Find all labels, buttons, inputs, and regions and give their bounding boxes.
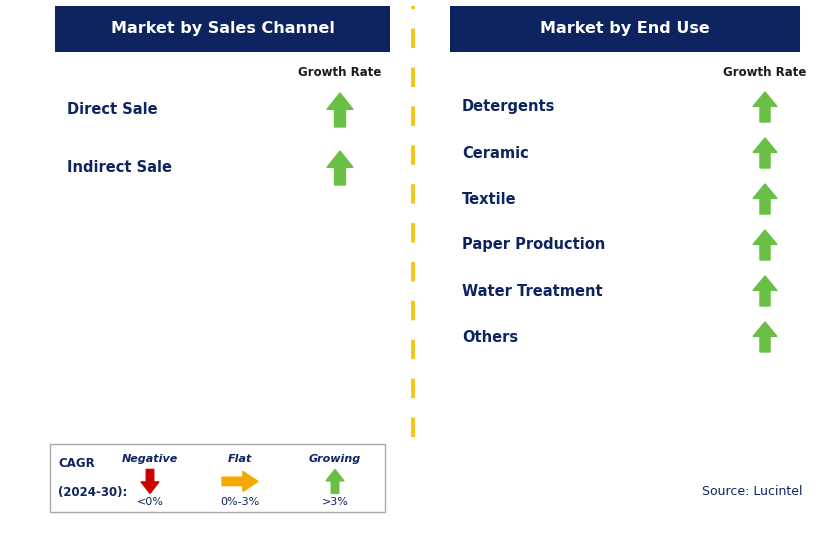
Text: Water Treatment: Water Treatment [461, 283, 602, 299]
Text: Source: Lucintel: Source: Lucintel [701, 485, 802, 498]
Text: Flat: Flat [228, 454, 252, 464]
Text: Ceramic: Ceramic [461, 145, 528, 160]
Polygon shape [326, 93, 353, 127]
Text: Detergents: Detergents [461, 100, 555, 114]
Polygon shape [325, 469, 344, 493]
Text: Negative: Negative [122, 454, 178, 464]
Text: Textile: Textile [461, 191, 516, 207]
Polygon shape [326, 151, 353, 185]
Polygon shape [752, 230, 776, 260]
Text: (2024-30):: (2024-30): [58, 487, 128, 500]
Polygon shape [752, 184, 776, 214]
Text: CAGR: CAGR [58, 456, 94, 469]
Polygon shape [752, 138, 776, 168]
Text: >3%: >3% [321, 497, 348, 507]
Text: Market by Sales Channel: Market by Sales Channel [110, 22, 334, 36]
Text: Growth Rate: Growth Rate [723, 66, 806, 79]
Text: Indirect Sale: Indirect Sale [67, 160, 171, 176]
Text: Direct Sale: Direct Sale [67, 102, 157, 118]
FancyBboxPatch shape [50, 444, 384, 512]
Text: 0%-3%: 0%-3% [220, 497, 259, 507]
FancyBboxPatch shape [450, 6, 799, 52]
Text: Others: Others [461, 330, 518, 345]
Text: Paper Production: Paper Production [461, 237, 604, 253]
Polygon shape [222, 472, 258, 492]
Text: Growing: Growing [309, 454, 361, 464]
Polygon shape [752, 92, 776, 122]
Text: Market by End Use: Market by End Use [540, 22, 709, 36]
Polygon shape [752, 276, 776, 306]
FancyBboxPatch shape [55, 6, 389, 52]
Text: Growth Rate: Growth Rate [298, 66, 381, 79]
Text: <0%: <0% [137, 497, 163, 507]
Polygon shape [141, 469, 159, 493]
Polygon shape [752, 322, 776, 352]
